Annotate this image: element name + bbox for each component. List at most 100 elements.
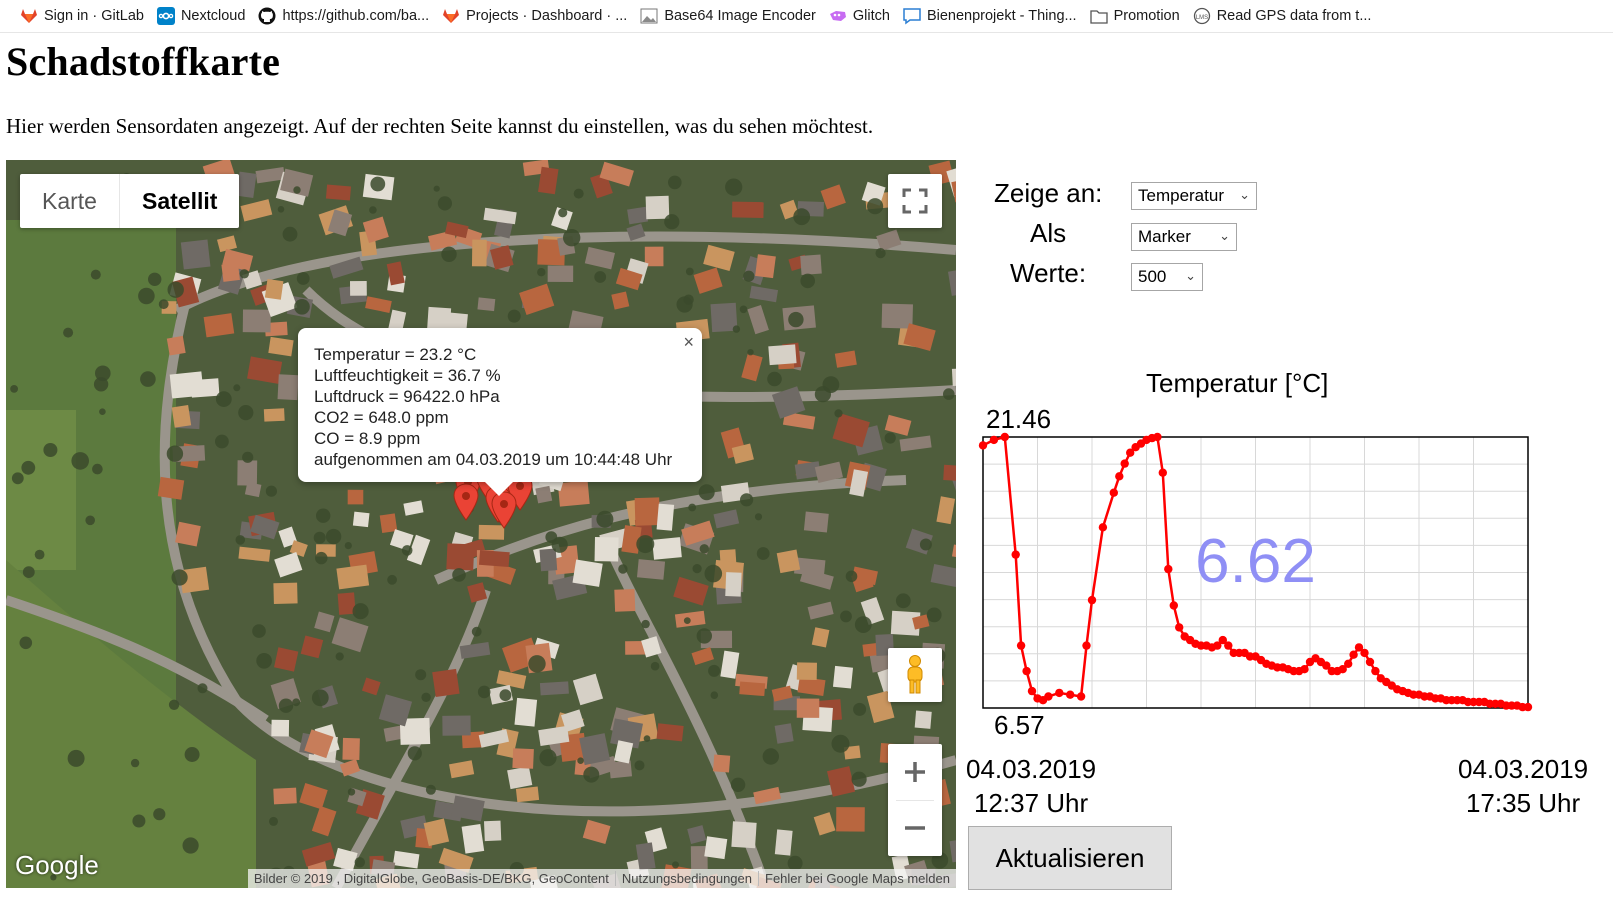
- map-marker[interactable]: [491, 491, 517, 529]
- chart-point: [989, 435, 999, 445]
- gitlab-icon: [21, 9, 37, 23]
- chart-point: [1011, 550, 1020, 559]
- bookmark-label: Bienenprojekt - Thing...: [926, 8, 1077, 24]
- chart-point: [1027, 686, 1037, 696]
- bookmark-item[interactable]: Nextcloud: [156, 7, 245, 25]
- bookmark-item[interactable]: Sign in · GitLab: [20, 7, 144, 25]
- chart-point: [1082, 641, 1091, 650]
- map-type-satellite-button[interactable]: Satellit: [141, 187, 218, 214]
- info-window-close-button[interactable]: ×: [683, 332, 694, 352]
- chart-point: [1235, 648, 1244, 658]
- intro-text: Hier werden Sensordaten angezeigt. Auf d…: [6, 114, 874, 138]
- chart-point: [1420, 692, 1429, 701]
- chart-point: [1191, 639, 1200, 648]
- chart-point: [1502, 701, 1511, 710]
- chart-point: [1333, 666, 1342, 676]
- minus-icon: [905, 826, 925, 830]
- chart-point: [1066, 690, 1075, 699]
- chart-point: [1442, 696, 1451, 705]
- chart-x-end-time: 17:35 Uhr: [1465, 788, 1581, 818]
- chart-point: [1136, 439, 1146, 448]
- chart-point: [1453, 696, 1462, 705]
- chart-ymin-label: 6.57: [994, 710, 1045, 740]
- chart-point: [1256, 655, 1266, 665]
- bookmark-label: Read GPS data from t...: [1216, 8, 1372, 24]
- bookmarks-bar: Sign in · GitLab Nextcloud https://github.…: [0, 0, 1613, 33]
- bookmark-item[interactable]: Projects · Dashboard · ...: [442, 7, 627, 25]
- bookmark-item[interactable]: Bienenprojekt - Thing...: [903, 7, 1077, 25]
- chart-point: [1425, 692, 1435, 701]
- chart-point: [1131, 443, 1140, 452]
- chart-point: [1409, 690, 1418, 699]
- chart-point: [1267, 661, 1277, 670]
- chart-ymax-label: 21.46: [986, 404, 1052, 434]
- map-type-control: Karte Satellit: [20, 174, 240, 228]
- map[interactable]: Karte Satellit × Temperatur = 23.2 °C Lu…: [6, 160, 956, 888]
- map-attribution: Bilder © 2019 , DigitalGlobe, GeoBasis-D…: [248, 871, 616, 886]
- bookmark-item[interactable]: Promotion: [1089, 7, 1180, 25]
- chart-point: [1022, 666, 1031, 676]
- chart-x-start: 04.03.2019 12:37 Uhr: [966, 752, 1096, 820]
- map-marker[interactable]: [453, 483, 479, 521]
- svg-text:LMS: LMS: [1196, 15, 1208, 21]
- as-label: Als: [1030, 218, 1067, 248]
- chart-series-line: [982, 435, 1528, 709]
- chart-point: [1164, 564, 1173, 574]
- bookmark-item[interactable]: LMS Read GPS data from t...: [1193, 7, 1372, 25]
- chart-point: [1147, 433, 1157, 443]
- chart-point: [1311, 654, 1320, 663]
- chart-point: [1185, 635, 1195, 645]
- chart-point: [1153, 432, 1162, 442]
- globe-icon: LMS: [1193, 7, 1210, 25]
- chart-point: [1033, 694, 1042, 703]
- info-line: Luftdruck = 96422.0 hPa: [314, 387, 500, 406]
- chart-point: [1055, 688, 1064, 698]
- bookmark-item[interactable]: Glitch: [829, 7, 890, 25]
- fullscreen-button[interactable]: [888, 174, 942, 228]
- info-line: CO = 8.9 ppm: [314, 429, 421, 448]
- as-select[interactable]: Marker ⌄: [1131, 223, 1237, 251]
- map-attribution-bar: Bilder © 2019 , DigitalGlobe, GeoBasis-D…: [247, 869, 956, 888]
- chart-point: [1294, 666, 1304, 676]
- chart-point: [1213, 641, 1222, 650]
- chart-point: [1196, 641, 1206, 650]
- chart-x-end: 04.03.2019 17:35 Uhr: [1458, 752, 1588, 820]
- zoom-out-button[interactable]: [888, 800, 942, 856]
- chart-point: [1180, 632, 1189, 641]
- map-report-link[interactable]: Fehler bei Google Maps melden: [765, 871, 950, 886]
- chart-point: [1322, 661, 1331, 670]
- info-line: CO2 = 648.0 ppm: [314, 408, 449, 427]
- chart-title: Temperatur [°C]: [1146, 368, 1329, 398]
- chart-point: [1469, 697, 1478, 707]
- chart-point: [1349, 650, 1358, 659]
- chart-point: [1398, 686, 1407, 696]
- chart-point: [1382, 677, 1391, 687]
- chart-point: [1436, 694, 1446, 703]
- chart-point: [1496, 699, 1506, 708]
- refresh-button[interactable]: Aktualisieren: [968, 826, 1172, 890]
- map-terms-link[interactable]: Nutzungsbedingungen: [616, 871, 759, 886]
- google-logo: Google: [15, 850, 99, 880]
- chart-point: [1175, 623, 1184, 632]
- chart-point: [1360, 648, 1369, 658]
- page-title: Schadstoffkarte: [6, 39, 281, 84]
- chart-point: [1038, 696, 1048, 705]
- chart-point: [1376, 674, 1386, 683]
- chart-point: [1115, 472, 1124, 481]
- chevron-down-icon: ⌄: [1185, 268, 1196, 283]
- chart-point: [1431, 694, 1440, 703]
- github-icon: [258, 7, 276, 25]
- chart-point: [1463, 697, 1473, 707]
- zoom-divider: [896, 800, 934, 801]
- map-type-karte-button[interactable]: Karte: [20, 174, 120, 228]
- values-select-value: 500: [1138, 267, 1167, 286]
- show-select[interactable]: Temperatur ⌄: [1131, 182, 1257, 210]
- info-window: × Temperatur = 23.2 °C Luftfeuchtigkeit …: [298, 328, 702, 496]
- values-select[interactable]: 500 ⌄: [1131, 263, 1203, 291]
- chart-point: [1126, 448, 1135, 457]
- bookmark-item[interactable]: https://github.com/ba...: [258, 7, 429, 25]
- zoom-in-button[interactable]: [888, 744, 942, 800]
- chart-point: [1327, 666, 1337, 676]
- bookmark-item[interactable]: Base64 Image Encoder: [640, 7, 816, 25]
- street-view-button[interactable]: [888, 648, 942, 702]
